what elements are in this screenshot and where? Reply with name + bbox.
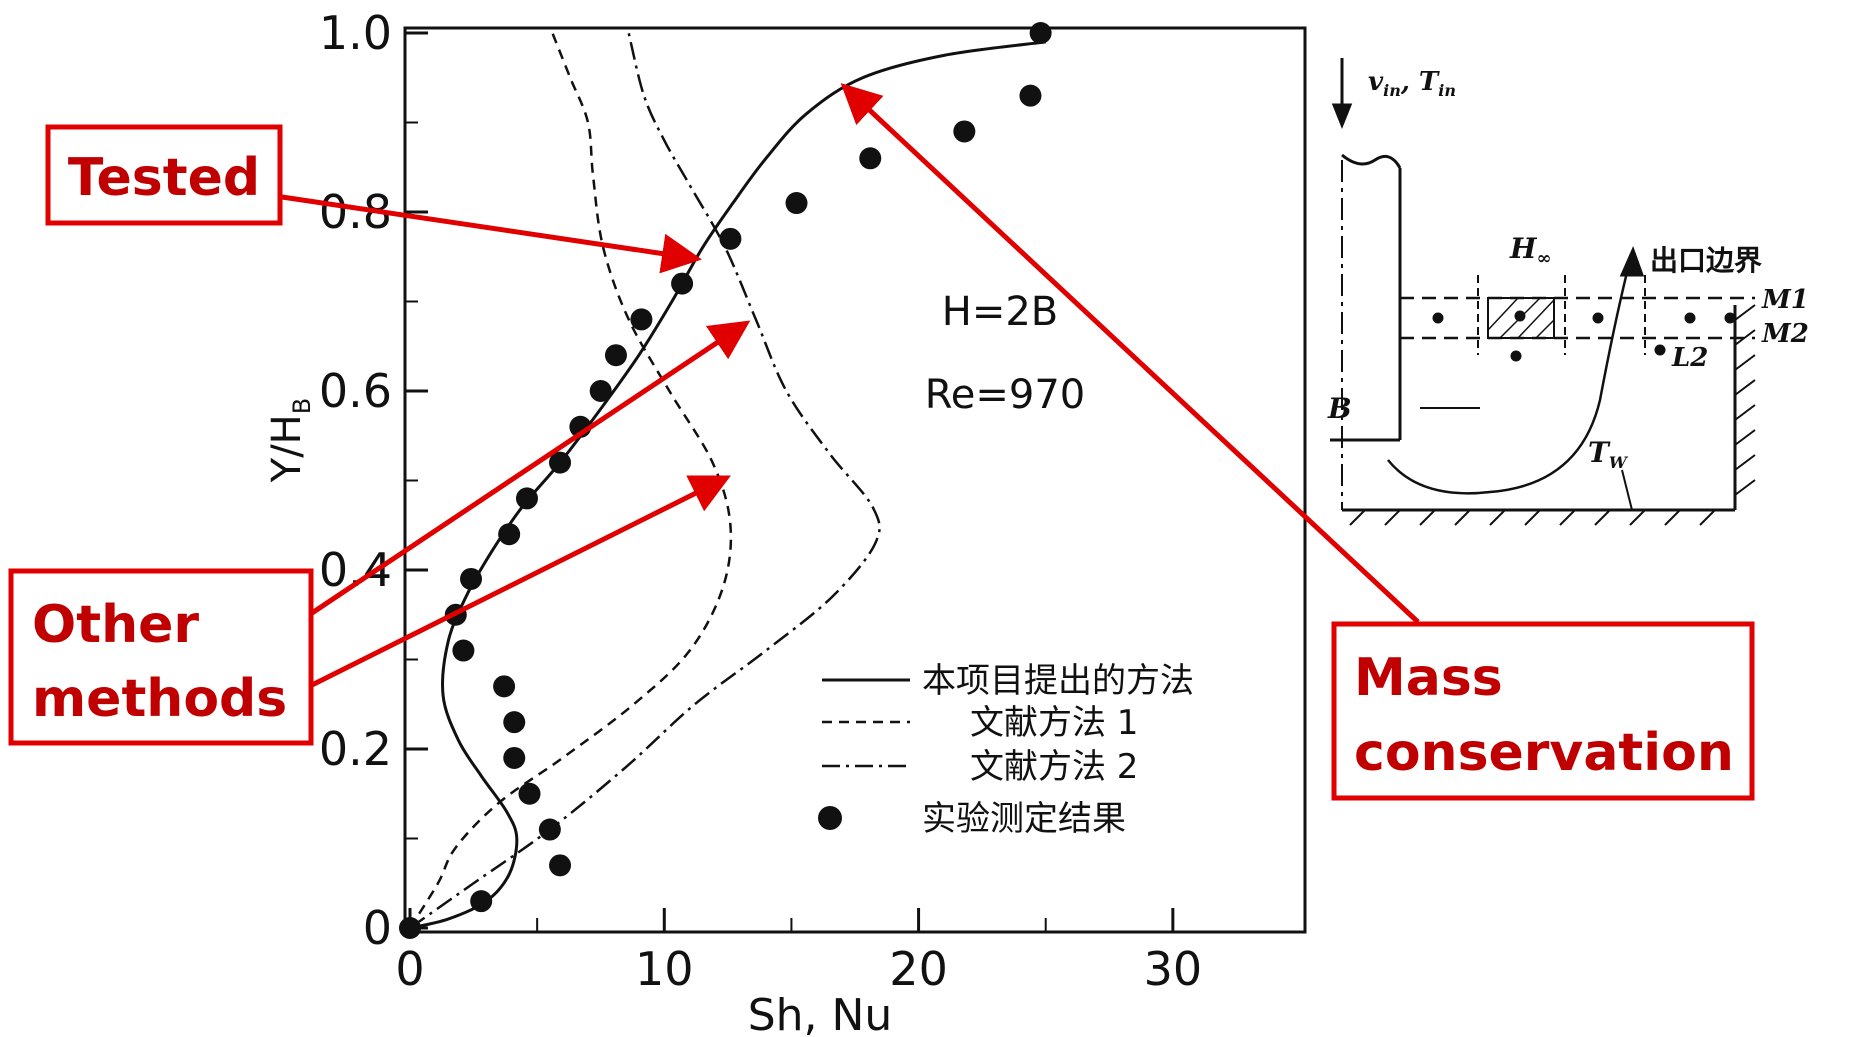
tw-label-sub: W: [1609, 453, 1629, 472]
data-point-experiment: [1019, 84, 1042, 107]
h-label: H∞: [1509, 232, 1551, 269]
legend: 本项目提出的方法 文献方法 1 文献方法 2 实验测定结果: [818, 661, 1194, 839]
inlet-label-t-sub: in: [1438, 81, 1456, 100]
data-point-experiment: [498, 523, 521, 546]
m1-label: M1: [1761, 285, 1809, 315]
data-point-experiment: [549, 854, 572, 877]
legend-label-1: 文献方法 1: [970, 703, 1138, 743]
legend-label-0: 本项目提出的方法: [922, 661, 1194, 701]
schem-dot: [1432, 312, 1444, 324]
inlet-label-v-sub: in: [1383, 81, 1401, 100]
y-axis-label-main: Y/H: [264, 414, 310, 483]
x-tick-label: 0: [395, 942, 424, 996]
y-tick-label: 0: [363, 901, 392, 955]
mass-conservation-label-1: Mass: [1354, 648, 1503, 708]
x-tick-label: 30: [1144, 942, 1203, 996]
mass-arrow: [840, 83, 1420, 624]
data-point-experiment: [538, 818, 561, 841]
mass-conservation-box: [1331, 621, 1755, 801]
schem-dot: [1684, 312, 1696, 324]
other-arrow-2: [310, 475, 731, 688]
b-label: B: [1327, 392, 1352, 425]
data-point-experiment: [1029, 22, 1052, 44]
tw-leader: [1621, 469, 1633, 511]
data-point-experiment: [503, 711, 526, 734]
inlet-wall-left-top: [1341, 153, 1402, 169]
other-methods-box: [8, 568, 314, 746]
flow-arrowhead: [1619, 245, 1645, 277]
callouts: Tested Other methods Mass conservation: [8, 83, 1755, 801]
y-tick-label: 0.4: [319, 543, 392, 597]
h-label-main: H: [1509, 232, 1538, 265]
data-point-experiment: [460, 567, 483, 590]
y-tick-label: 1.0: [319, 6, 392, 60]
series-line-dashed: [408, 32, 733, 929]
series-line-dashdot: [409, 32, 881, 930]
h-region-hatch: [1487, 297, 1555, 339]
data-point-experiment: [470, 890, 493, 913]
data-point-experiment: [785, 192, 808, 215]
schem-dot: [1654, 344, 1666, 356]
data-point-experiment: [953, 120, 976, 143]
data-point-experiment: [549, 451, 572, 474]
data-point-experiment: [719, 227, 742, 250]
schem-dot: [1592, 312, 1604, 324]
svg-text:Y/HB: Y/HB: [264, 398, 316, 483]
flow-curve: [1387, 259, 1632, 495]
mass-conservation-label-2: conservation: [1354, 723, 1734, 783]
h-label-sub: ∞: [1536, 248, 1551, 269]
data-point-experiment: [493, 675, 516, 698]
data-point-experiment: [503, 746, 526, 769]
other-methods-label-1: Other: [32, 595, 199, 655]
inlet-label-t: , T: [1400, 67, 1440, 97]
y-axis-label-sub: B: [288, 398, 316, 414]
data-point-experiment: [589, 380, 612, 402]
schem-dot: [1724, 312, 1736, 324]
inlet-label: vin, Tin: [1368, 67, 1456, 100]
x-axis-label: Sh, Nu: [748, 990, 893, 1037]
x-tick-label: 10: [635, 942, 694, 996]
data-point-experiment: [671, 272, 694, 295]
markers-layer: [399, 22, 1052, 939]
series-layer: [408, 32, 1046, 930]
data-point-experiment: [452, 639, 475, 662]
y-axis-label: Y/HB: [264, 398, 316, 483]
data-point-experiment: [630, 308, 653, 331]
other-arrow-1: [310, 320, 751, 616]
inlet-label-v: v: [1368, 67, 1384, 97]
y-tick-label: 0.6: [319, 364, 392, 418]
y-tick-label: 0.2: [319, 722, 392, 776]
legend-label-2: 文献方法 2: [970, 747, 1138, 787]
data-point-experiment: [859, 147, 882, 170]
m2-label: M2: [1761, 319, 1809, 349]
inlet-arrowhead: [1331, 103, 1353, 130]
tested-box: [45, 124, 283, 226]
tw-label-main: T: [1588, 436, 1611, 469]
schematic-diagram: vin, Tin H∞ 出口边界 M1 M2 L2 B TW: [1327, 58, 1809, 526]
wall-hatch-right: [1734, 304, 1756, 496]
data-point-experiment: [399, 917, 421, 939]
l2-label: L2: [1671, 343, 1708, 373]
exit-boundary-label: 出口边界: [1650, 244, 1762, 277]
other-methods-label-2: methods: [32, 669, 287, 729]
tw-label: TW: [1588, 436, 1629, 472]
data-point-experiment: [515, 487, 538, 510]
x-tick-label: 20: [889, 942, 948, 996]
legend-marker: [818, 806, 842, 830]
data-point-experiment: [604, 344, 627, 367]
annotation-re: Re=970: [925, 372, 1085, 418]
tested-arrow: [281, 194, 702, 274]
schem-dot: [1510, 350, 1522, 362]
legend-label-3: 实验测定结果: [922, 799, 1126, 839]
tested-label: Tested: [68, 148, 260, 208]
annotation-h2b: H=2B: [942, 289, 1058, 335]
wall-hatch-bottom: [1349, 509, 1716, 526]
data-point-experiment: [518, 782, 541, 805]
schem-dot: [1514, 310, 1526, 322]
